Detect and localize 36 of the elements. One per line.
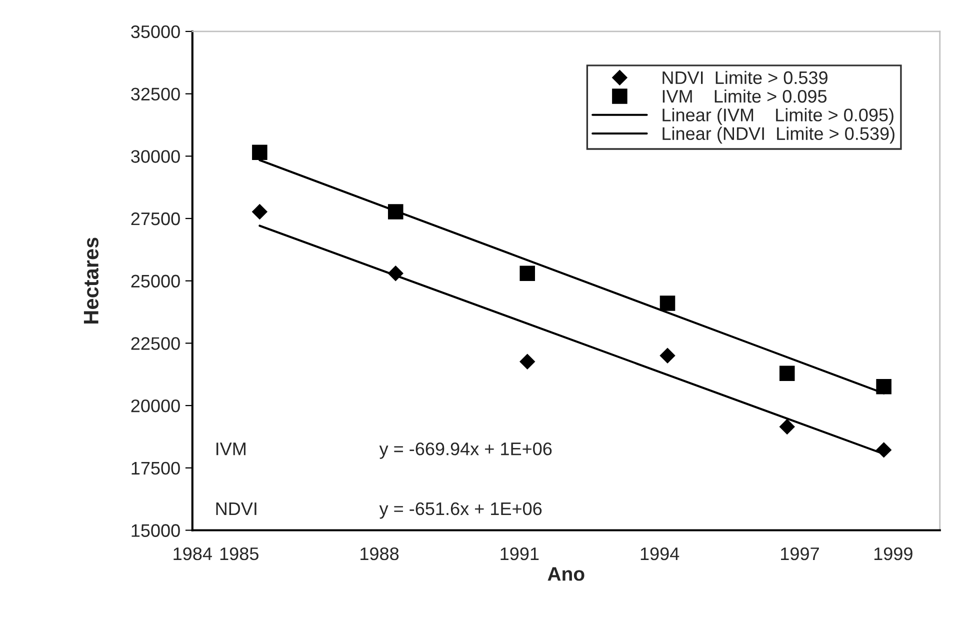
legend-label: Linear (NDVI Limite > 0.539) [662,126,894,144]
x-tick-label: 1984 [174,547,212,560]
x-tick-label: 1994 [640,547,680,560]
point [876,442,892,458]
x-tick-label: 1991 [500,547,539,560]
y-tick-label: 32500 [131,88,180,101]
x-axis-title: Ano [548,567,584,581]
point [252,144,268,160]
y-tick-label: 17500 [132,462,180,475]
y-tick-label: 20000 [131,399,180,412]
point [876,378,892,394]
point [660,296,676,311]
legend-label: IVM Limite > 0.095 [662,89,827,103]
annotation: y = -669.94x + 1E+06 [379,442,552,459]
y-tick-label: 27500 [131,212,180,226]
point [660,348,676,364]
legend-label: NDVI Limite > 0.539 [662,70,828,84]
y-tick-label: 22500 [131,337,180,350]
y-tick-label: 15000 [132,524,180,537]
point [252,204,268,220]
x-tick-label: 1999 [874,547,912,560]
x-tick-label: 1985 [220,547,258,560]
point [780,419,795,434]
point [520,354,535,370]
annotation: y = -651.6x + 1E+06 [379,502,542,519]
legend-label: Linear (IVM Limite > 0.095) [662,108,894,125]
y-axis-title: Hectares [84,238,98,324]
y-tick-label: 30000 [131,150,180,163]
y-tick-label: 25000 [131,274,180,288]
point [520,266,535,282]
annotation: NDVI [216,502,256,515]
annotation: IVM [216,442,246,456]
y-tick-label: 35000 [131,25,180,38]
point [779,366,795,382]
x-tick-label: 1988 [360,547,399,560]
x-tick-label: 1997 [781,547,819,560]
